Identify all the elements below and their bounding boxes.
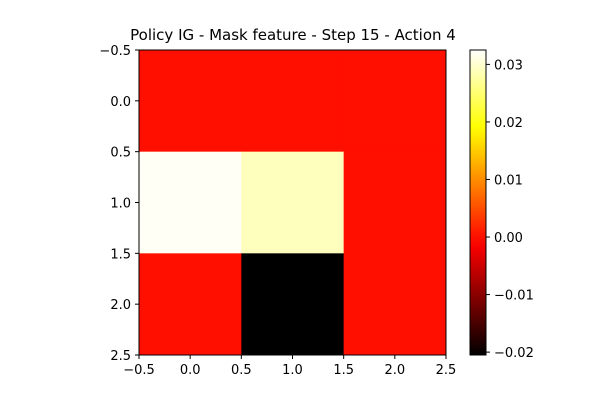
heatmap-cell-r0-c2 [343, 50, 447, 153]
y-axis: −0.5 0.0 0.5 1.0 1.5 2.0 2.5 [99, 44, 139, 364]
x-tick-label: 1.0 [282, 363, 303, 378]
x-tick-label: 1.5 [333, 363, 354, 378]
colorbar-tick-label: −0.01 [494, 289, 534, 304]
heatmap-cells [139, 50, 447, 356]
heatmap-cell-r1-c0 [139, 151, 242, 254]
colorbar-tick-label: 0.00 [494, 231, 523, 246]
colorbar-ticks: −0.02 −0.01 0.00 0.01 0.02 0.03 [486, 58, 534, 361]
heatmap-cell-r1-c1 [241, 151, 345, 254]
heatmap-cell-r0-c0 [139, 50, 242, 153]
x-tick-label: −0.5 [123, 363, 155, 378]
heatmap-cell-r2-c0 [139, 253, 242, 356]
y-tick-label: 2.0 [110, 298, 131, 313]
y-tick-label: 2.5 [110, 349, 131, 364]
y-tick-label: 1.0 [110, 197, 131, 212]
heatmap-cell-r2-c1 [241, 253, 345, 356]
chart-title: Policy IG - Mask feature - Step 15 - Act… [130, 26, 456, 44]
x-tick-label: 2.0 [384, 363, 405, 378]
colorbar-tick-label: 0.02 [494, 116, 523, 131]
x-tick-label: 0.5 [231, 363, 252, 378]
colorbar-tick-label: −0.02 [494, 346, 534, 361]
y-tick-label: 0.0 [110, 95, 131, 110]
x-tick-label: 2.5 [436, 363, 457, 378]
colorbar-tick-label: 0.01 [494, 173, 523, 188]
heatmap-cell-r0-c1 [241, 50, 345, 153]
y-tick-label: 0.5 [110, 146, 131, 161]
y-tick-label: 1.5 [110, 247, 131, 262]
colorbar-gradient [470, 50, 486, 355]
x-tick-label: 0.0 [180, 363, 201, 378]
colorbar-tick-label: 0.03 [494, 58, 523, 73]
y-tick-label: −0.5 [99, 44, 131, 59]
x-axis: −0.5 0.0 0.5 1.0 1.5 2.0 2.5 [123, 355, 456, 378]
colorbar-frame [469, 49, 487, 356]
heatmap-cell-r1-c2 [343, 151, 447, 254]
heatmap-cell-r2-c2 [343, 253, 447, 356]
colorbar: −0.02 −0.01 0.00 0.01 0.02 0.03 [469, 49, 534, 361]
